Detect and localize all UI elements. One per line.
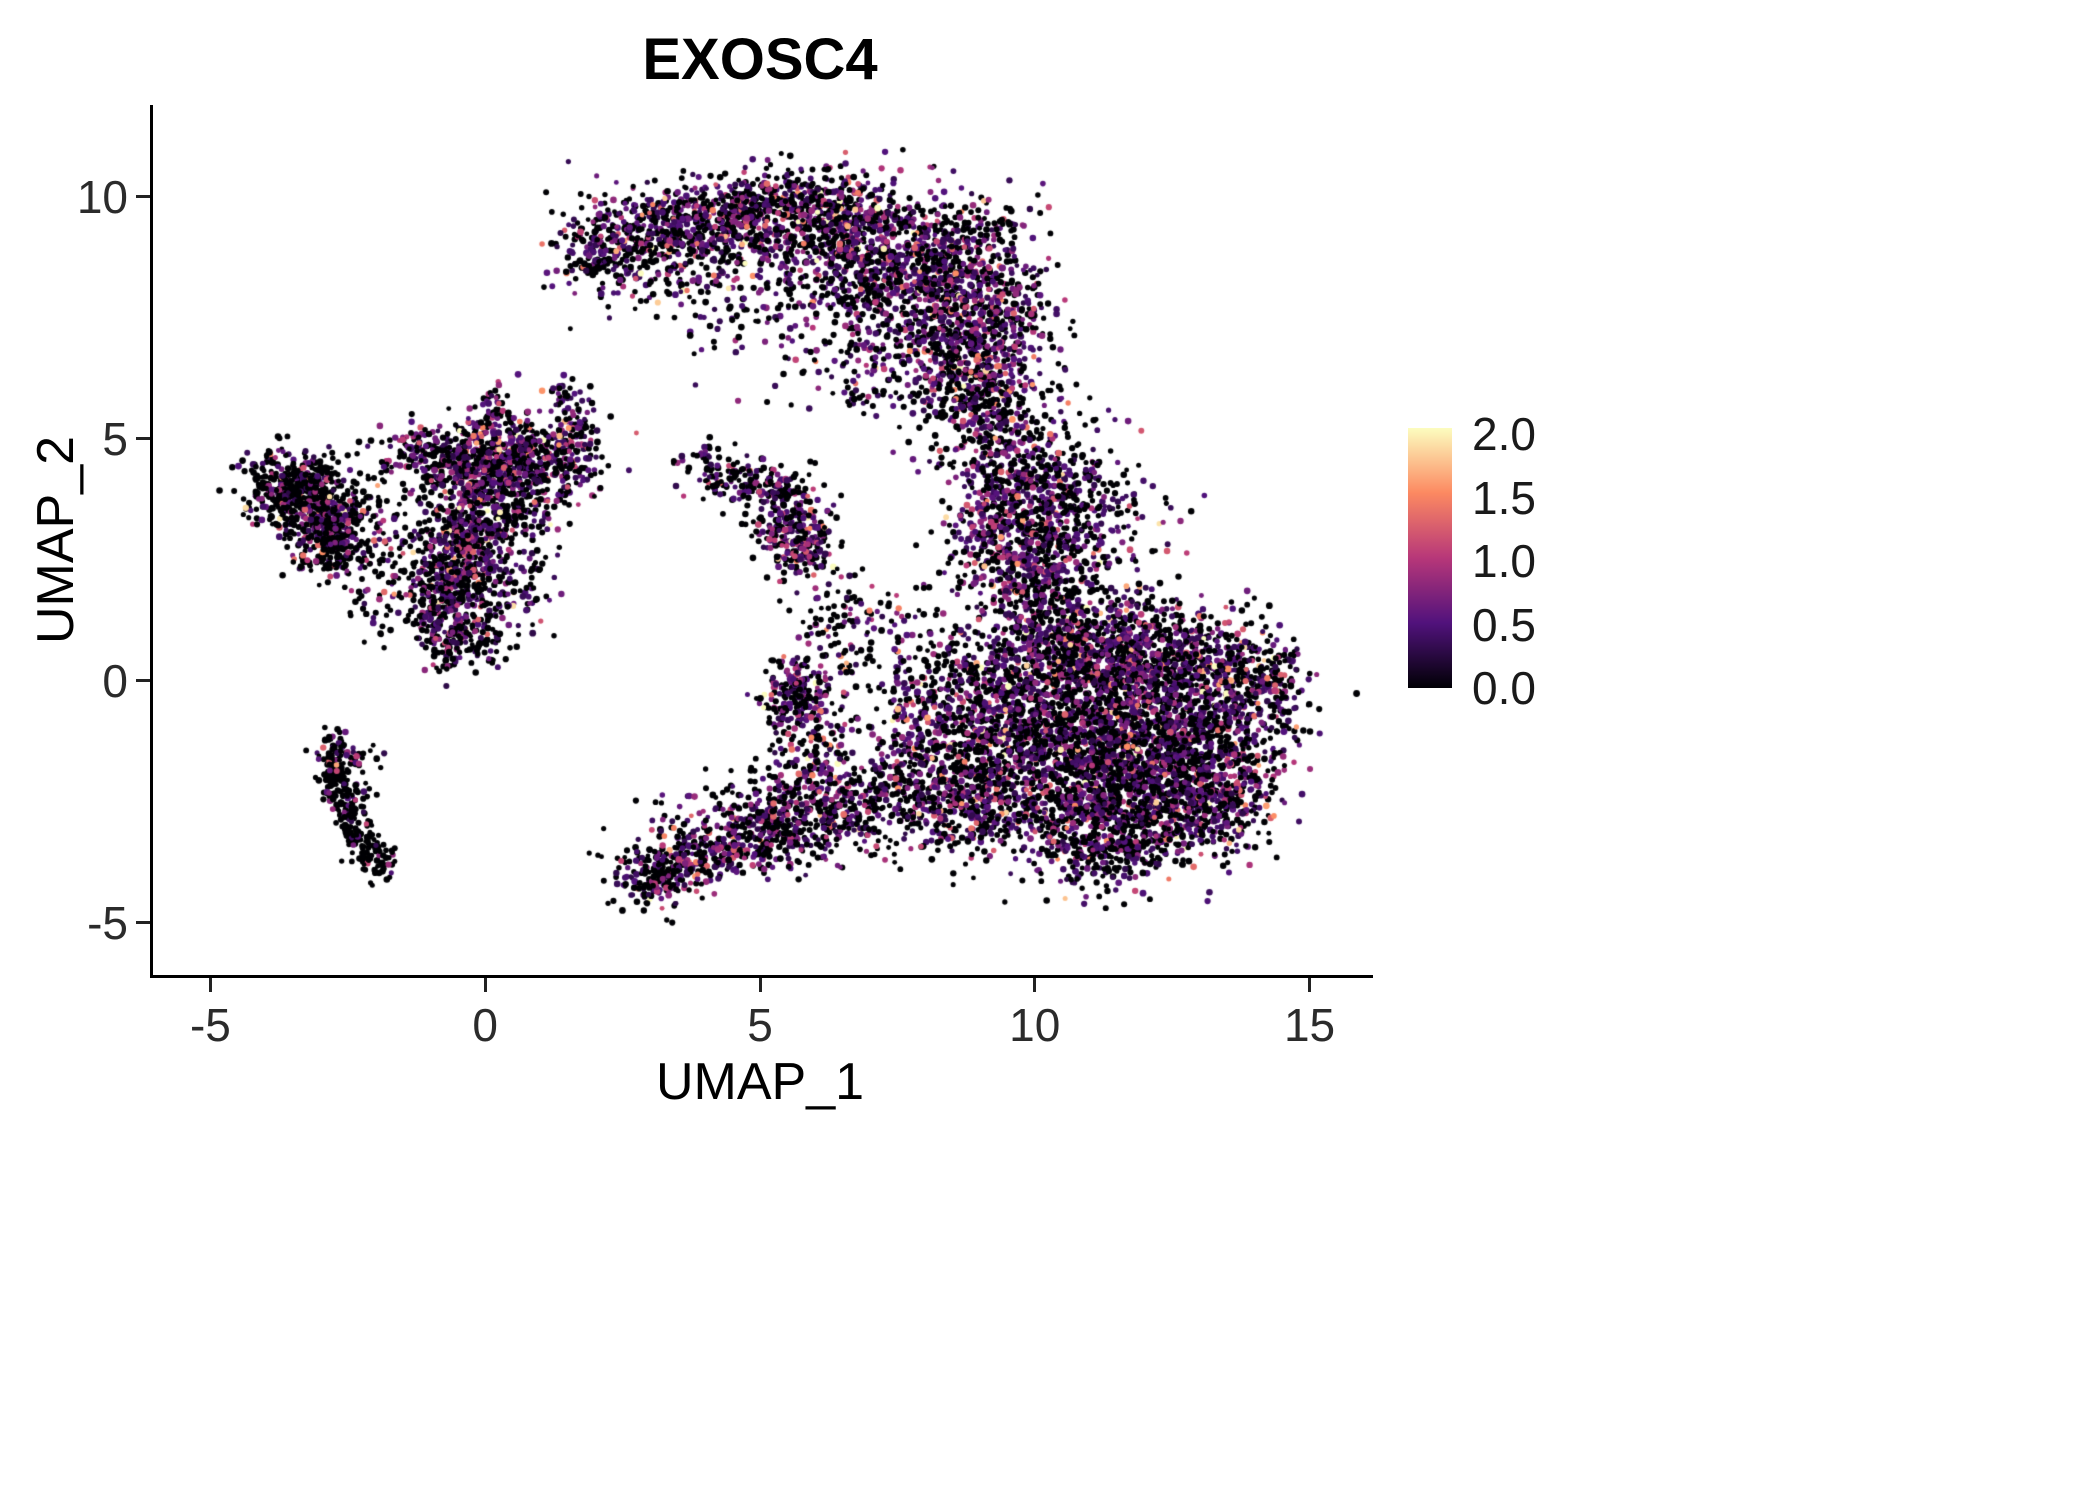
x-axis-title: UMAP_1 — [655, 1053, 865, 1111]
x-tick-label: 10 — [1009, 999, 1061, 1051]
y-axis-title: UMAP_2 — [27, 435, 85, 645]
x-tick-label: 0 — [472, 999, 499, 1051]
y-tick-label: 5 — [102, 412, 128, 465]
x-tick-mark — [758, 978, 762, 992]
x-tick-label: -5 — [189, 999, 231, 1051]
x-tick-mark — [208, 978, 212, 992]
legend-tick-label: 0.0 — [1472, 662, 1536, 714]
legend-tick-label: 0.5 — [1472, 598, 1536, 651]
y-tick-label: -5 — [87, 896, 128, 949]
plot-panel — [150, 105, 1373, 978]
x-tick-label: 5 — [747, 999, 773, 1051]
y-tick-mark — [136, 679, 150, 683]
y-tick-mark — [136, 921, 150, 925]
y-tick-label: 10 — [76, 170, 128, 223]
x-tick-mark — [483, 978, 487, 992]
y-tick-mark — [136, 195, 150, 199]
legend-tick-label: 1.5 — [1472, 471, 1536, 524]
legend-tick-label: 2.0 — [1472, 408, 1536, 461]
y-tick-label: 0 — [102, 654, 128, 707]
y-tick-mark — [136, 437, 150, 441]
colorbar-gradient — [1408, 428, 1452, 688]
x-tick-label: 15 — [1283, 999, 1336, 1051]
x-tick-mark — [1308, 978, 1312, 992]
plot-title: EXOSC4 — [642, 27, 878, 92]
x-tick-mark — [1033, 978, 1037, 992]
scatter-points-canvas — [153, 105, 1373, 975]
legend-tick-label: 1.0 — [1472, 535, 1536, 588]
